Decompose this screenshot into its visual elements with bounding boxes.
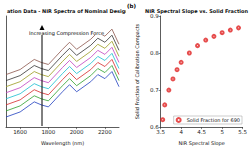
svg-text:0.7: 0.7 xyxy=(150,87,159,93)
svg-text:Solid Fraction of Calibration: Solid Fraction of Calibration Compacts xyxy=(134,23,141,119)
svg-text:ation Data - NIR Spectra of No: ation Data - NIR Spectra of Nominal Desi… xyxy=(7,8,126,15)
svg-text:NIR Spectral Slope vs. Solid F: NIR Spectral Slope vs. Solid Fraction xyxy=(145,8,248,15)
svg-text:3.5: 3.5 xyxy=(156,129,165,135)
svg-text:Increasing Compression Force: Increasing Compression Force xyxy=(29,30,104,37)
svg-text:0.8: 0.8 xyxy=(150,50,159,56)
svg-text:5.5: 5.5 xyxy=(238,129,247,135)
svg-text:1800: 1800 xyxy=(41,129,55,135)
svg-text:NIR Spectral Slope: NIR Spectral Slope xyxy=(178,140,224,147)
svg-text:4.5: 4.5 xyxy=(197,129,206,135)
svg-text:2000: 2000 xyxy=(70,129,84,135)
svg-text:5: 5 xyxy=(220,129,224,135)
svg-text:0.6: 0.6 xyxy=(149,124,159,131)
svg-text:4: 4 xyxy=(179,129,183,135)
svg-text:Wavelength (nm): Wavelength (nm) xyxy=(41,140,84,147)
svg-text:Solid Fraction for 690: Solid Fraction for 690 xyxy=(187,117,240,123)
svg-text:(b): (b) xyxy=(127,3,136,9)
svg-text:1600: 1600 xyxy=(13,129,27,135)
svg-text:2200: 2200 xyxy=(98,129,112,135)
svg-text:0.9: 0.9 xyxy=(150,13,159,19)
